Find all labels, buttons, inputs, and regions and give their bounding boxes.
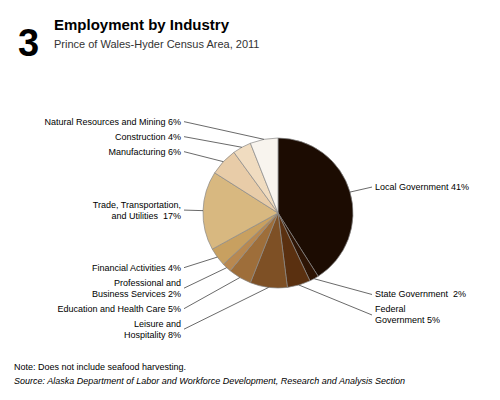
svg-text:Professional andBusiness Servi: Professional andBusiness Services 2% <box>92 278 181 299</box>
svg-text:Construction 4%: Construction 4% <box>115 132 181 142</box>
svg-text:Local Government 41%: Local Government 41% <box>375 182 469 192</box>
svg-text:State Government 2%: State Government 2% <box>375 289 466 299</box>
svg-text:Prince of Wales-Hyder Census A: Prince of Wales-Hyder Census Area, 2011 <box>54 38 259 50</box>
svg-text:Manufacturing 6%: Manufacturing 6% <box>108 147 181 157</box>
svg-text:Source: Alaska Department of L: Source: Alaska Department of Labor and W… <box>14 376 405 386</box>
svg-text:Natural Resources and Mining 6: Natural Resources and Mining 6% <box>44 117 181 127</box>
svg-text:3: 3 <box>18 22 39 64</box>
svg-text:Financial Activities 4%: Financial Activities 4% <box>92 263 181 273</box>
svg-text:FederalGovernment 5%: FederalGovernment 5% <box>375 304 440 325</box>
svg-text:Employment by Industry: Employment by Industry <box>54 16 230 33</box>
svg-text:Note: Does not include seafood: Note: Does not include seafood harvestin… <box>14 362 186 372</box>
svg-text:Leisure andHospitality 8%: Leisure andHospitality 8% <box>124 319 181 340</box>
svg-text:Trade, Transportation,and Util: Trade, Transportation,and Utilities 17% <box>93 200 181 221</box>
svg-text:Education and Health Care 5%: Education and Health Care 5% <box>57 304 181 314</box>
